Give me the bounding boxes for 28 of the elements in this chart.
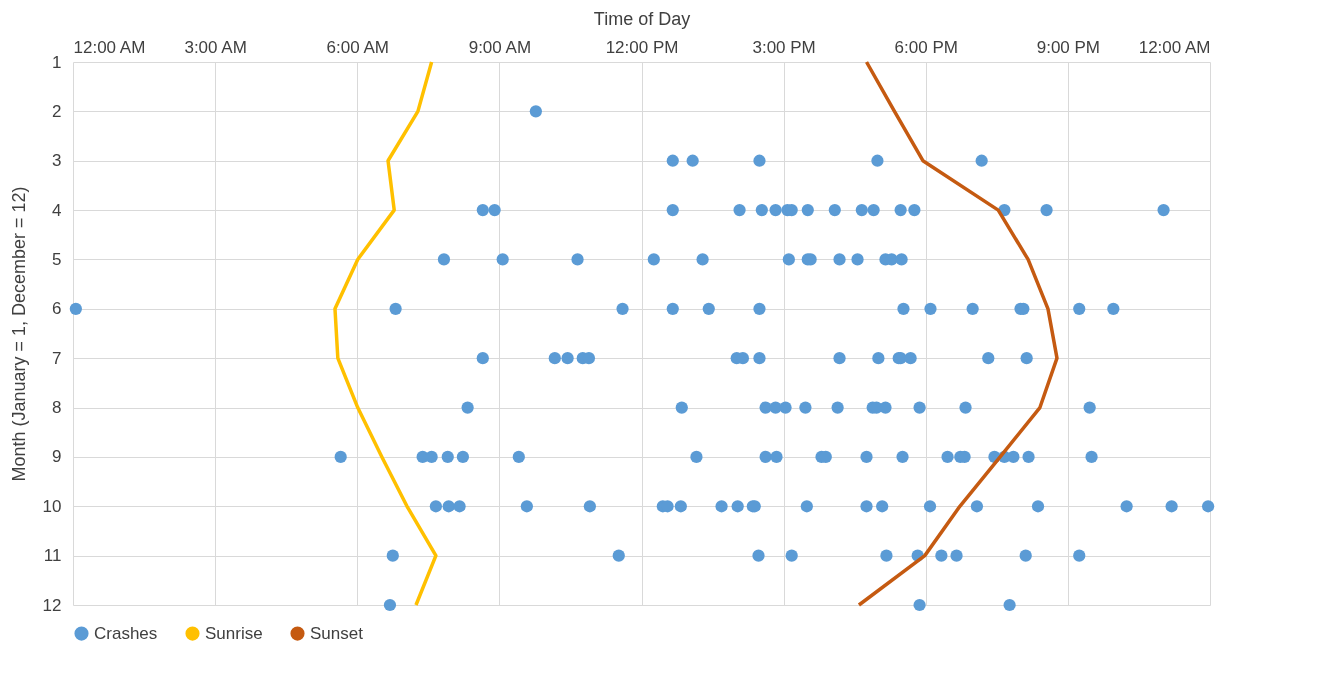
x-tick-label: 6:00 PM: [894, 37, 958, 57]
y-tick-label: 10: [42, 496, 62, 516]
line-series: [857, 60, 1059, 607]
x-tick-label: 12:00 AM: [73, 37, 146, 57]
y-tick-label: 12: [42, 595, 62, 615]
x-tick-label: 3:00 AM: [184, 37, 247, 57]
y-tick-label: 8: [52, 398, 62, 418]
x-tick-label: 12:00 PM: [605, 37, 679, 57]
y-tick-label: 3: [52, 151, 62, 171]
y-tick-label: 1: [52, 52, 62, 72]
y-tick-label: 9: [52, 447, 62, 467]
y-tick-label: 6: [52, 299, 62, 319]
legend-label: Crashes: [94, 623, 158, 643]
y-tick-label: 4: [52, 200, 62, 220]
legend-label: Sunrise: [205, 623, 263, 643]
x-tick-label: 6:00 AM: [326, 37, 389, 57]
x-tick-label: 3:00 PM: [752, 37, 816, 57]
x-tick-label: 12:00 AM: [1138, 37, 1211, 57]
x-tick-label: 9:00 PM: [1036, 37, 1101, 57]
y-tick-label: 2: [52, 101, 62, 121]
x-tick-label: 9:00 AM: [468, 37, 532, 57]
y-tick-label: 7: [52, 348, 62, 368]
y-tick-label: 5: [52, 249, 62, 269]
line-series: [333, 60, 438, 607]
y-tick-label: 11: [43, 546, 62, 566]
x-axis-title: Time of Day: [593, 8, 691, 29]
legend-label: Sunset: [310, 623, 364, 643]
y-axis-title: Month (January = 1, December = 12): [8, 186, 29, 482]
